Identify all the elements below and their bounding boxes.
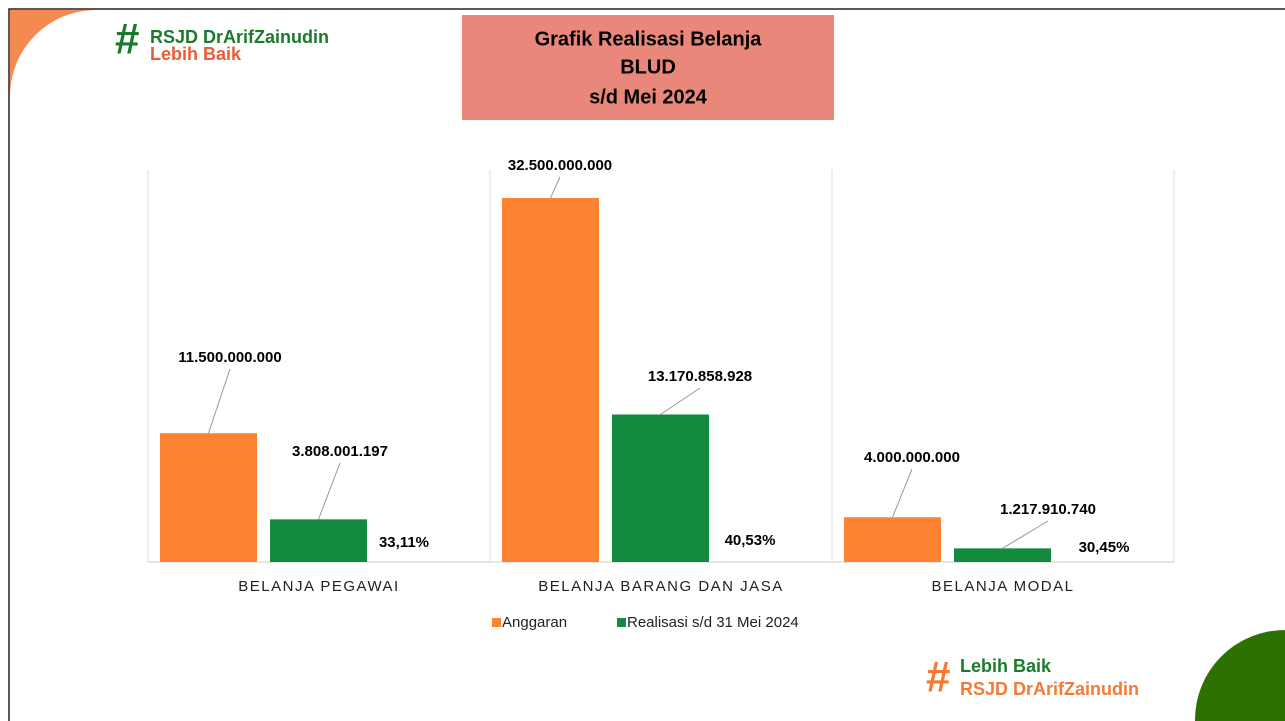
data-label: 32.500.000.000 [508,157,612,174]
title-box [462,15,834,120]
frame [8,8,1285,721]
data-label: 11.500.000.000 [178,349,281,366]
logo-hash: # [926,653,950,702]
corner-decoration [10,10,96,96]
logo-text: Lebih Baik [960,656,1052,676]
bar [160,433,257,562]
chart-title: Grafik Realisasi Belanja [535,28,763,50]
x-tick-label: BELANJA BARANG DAN JASA [538,578,783,595]
leader-line [892,468,913,518]
percent-label: 33,11% [379,534,429,551]
data-label: 4.000.000.000 [864,449,960,466]
chart-title: BLUD [620,56,676,78]
bar [844,517,941,562]
legend-label: Anggaran [502,614,567,631]
leader-line [660,387,701,415]
leader-line [208,368,231,434]
bar [502,198,599,562]
leader-line [318,462,341,520]
percent-label: 30,45% [1079,539,1130,556]
data-label: 13.170.858.928 [648,368,752,385]
logo-text: RSJD DrArifZainudin [150,27,329,47]
bar [954,548,1051,562]
legend-swatch [492,618,501,627]
logo-text: RSJD DrArifZainudin [960,679,1139,699]
chart-title: s/d Mei 2024 [589,86,708,108]
logo-text: Lebih Baik [150,44,242,64]
legend-swatch [617,618,626,627]
x-tick-label: BELANJA MODAL [932,578,1075,595]
bar [612,414,709,562]
x-tick-label: BELANJA PEGAWAI [238,578,399,595]
data-label: 1.217.910.740 [1000,501,1096,518]
data-label: 3.808.001.197 [292,443,388,460]
bar [270,519,367,562]
percent-label: 40,53% [725,532,776,549]
legend-label: Realisasi s/d 31 Mei 2024 [627,614,799,631]
leader-line [550,176,561,199]
corner-decoration [1194,630,1285,721]
leader-line [1002,520,1049,549]
logo-hash: # [115,15,139,64]
